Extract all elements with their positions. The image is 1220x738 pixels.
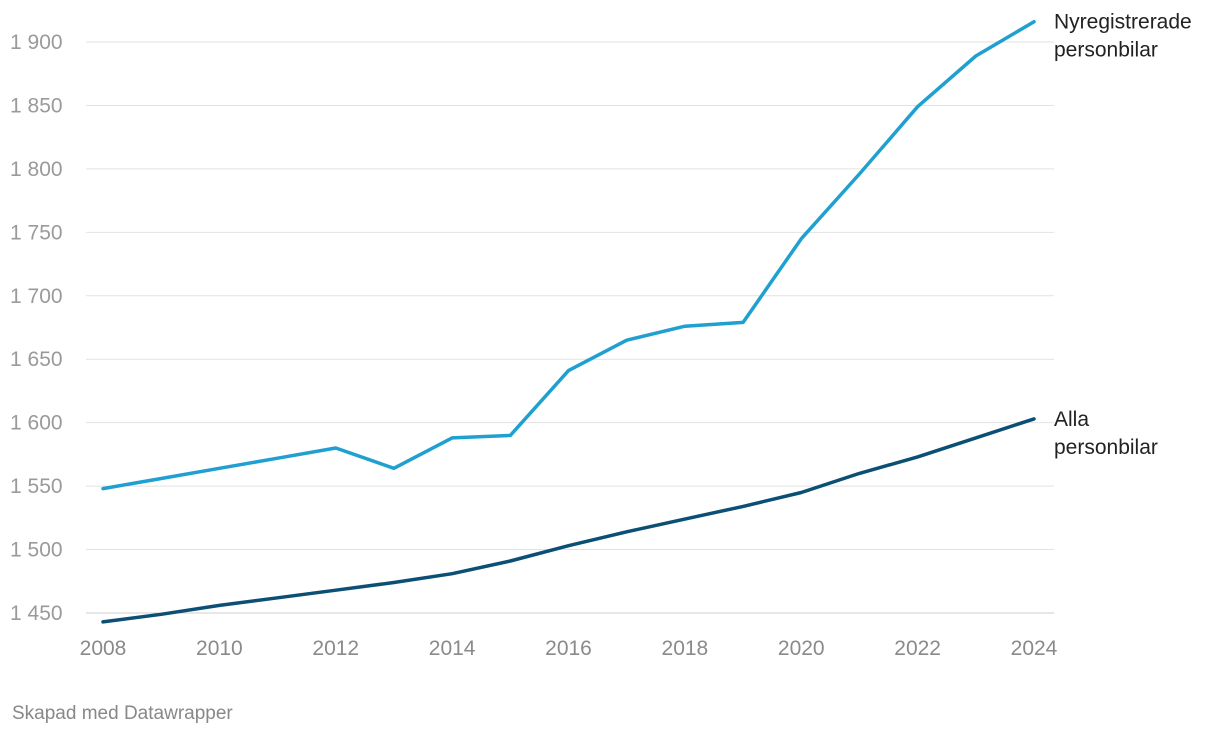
- y-tick-label: 1 600: [10, 412, 63, 435]
- x-tick-label: 2016: [545, 637, 592, 660]
- y-tick-label: 1 800: [10, 158, 63, 181]
- x-tick-label: 2022: [894, 637, 941, 660]
- series-lines: [101, 19, 1036, 624]
- x-tick-label: 2018: [662, 637, 709, 660]
- x-tick-label: 2008: [80, 637, 127, 660]
- line-chart: 1 450 1 500 1 550 1 600 1 650 1 700 1 750 1 800…: [10, 11, 1192, 660]
- y-tick-label: 1 550: [10, 475, 63, 498]
- x-tick-label: 2014: [429, 637, 476, 660]
- y-tick-label: 1 850: [10, 94, 63, 117]
- y-tick-label: 1 750: [10, 221, 63, 244]
- series-label: Nyregistrerade personbilar: [1054, 11, 1192, 62]
- y-axis-tick-labels: 1 450 1 500 1 550 1 600 1 650 1 700 1 750 1 800…: [10, 31, 63, 625]
- y-tick-label: 1 900: [10, 31, 63, 54]
- series-label: Alla personbilar: [1054, 408, 1158, 459]
- series-labels: Nyregistrerade personbilar Alla personbilar: [1054, 11, 1192, 459]
- y-tick-label: 1 700: [10, 285, 63, 308]
- x-axis-tick-labels: 2008 2010 2012 2014 2016 2018 2020 2022 2024: [80, 637, 1058, 660]
- y-tick-label: 1 450: [10, 602, 63, 625]
- chart-credit: Skapad med Datawrapper: [12, 703, 233, 724]
- x-tick-label: 2024: [1011, 637, 1058, 660]
- x-tick-label: 2012: [312, 637, 359, 660]
- series-line: [101, 417, 1036, 624]
- y-tick-label: 1 500: [10, 539, 63, 562]
- x-tick-label: 2020: [778, 637, 825, 660]
- x-tick-label: 2010: [196, 637, 243, 660]
- y-gridlines: [86, 41, 1054, 614]
- y-tick-label: 1 650: [10, 348, 63, 371]
- series-line: [101, 19, 1036, 491]
